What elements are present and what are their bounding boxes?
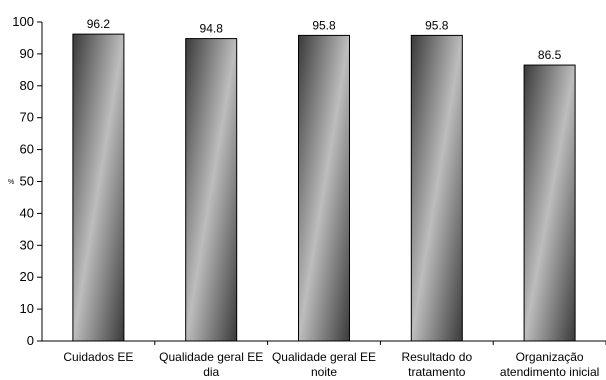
y-axis-ticks: 0 10 20 30 40 50 60 70 80 90 100 bbox=[12, 14, 42, 348]
y-tick-label: 90 bbox=[20, 46, 34, 61]
data-labels: 96.2 94.8 95.8 95.8 86.5 bbox=[87, 17, 562, 62]
y-tick-label: 30 bbox=[20, 237, 34, 252]
x-category-label: Qualidade geral EE bbox=[159, 350, 263, 364]
y-tick-label: 100 bbox=[12, 14, 34, 29]
x-category-label: noite bbox=[311, 365, 337, 379]
y-tick-label: 0 bbox=[27, 333, 34, 348]
x-category-label: Qualidade geral EE bbox=[272, 350, 376, 364]
bar bbox=[72, 33, 125, 342]
x-category-label: Cuidados EE bbox=[63, 350, 133, 364]
data-label: 95.8 bbox=[312, 18, 336, 32]
x-category-label: Resultado do bbox=[401, 350, 472, 364]
bars bbox=[72, 33, 606, 345]
y-tick-label: 10 bbox=[20, 301, 34, 316]
y-tick-label: 60 bbox=[20, 142, 34, 157]
y-tick-label: 70 bbox=[20, 110, 34, 125]
x-category-label: dia bbox=[203, 365, 219, 379]
y-tick-label: 40 bbox=[20, 205, 34, 220]
bar bbox=[185, 38, 238, 342]
y-tick-label: 50 bbox=[20, 174, 34, 189]
x-category-label: Organização bbox=[516, 350, 584, 364]
bar bbox=[410, 34, 463, 342]
y-tick-label: 20 bbox=[20, 269, 34, 284]
y-axis-label: % bbox=[8, 179, 14, 186]
x-category-label: atendimento inicial bbox=[500, 365, 599, 379]
data-label: 96.2 bbox=[87, 17, 111, 31]
bar bbox=[298, 34, 350, 342]
bar bbox=[523, 64, 576, 342]
data-label: 95.8 bbox=[425, 18, 449, 32]
x-category-label: tratamento bbox=[408, 365, 466, 379]
category-labels: Cuidados EE Qualidade geral EEdiaQualidad… bbox=[63, 350, 599, 379]
y-tick-label: 80 bbox=[20, 78, 34, 93]
data-label: 94.8 bbox=[200, 22, 224, 36]
data-label: 86.5 bbox=[538, 48, 562, 62]
